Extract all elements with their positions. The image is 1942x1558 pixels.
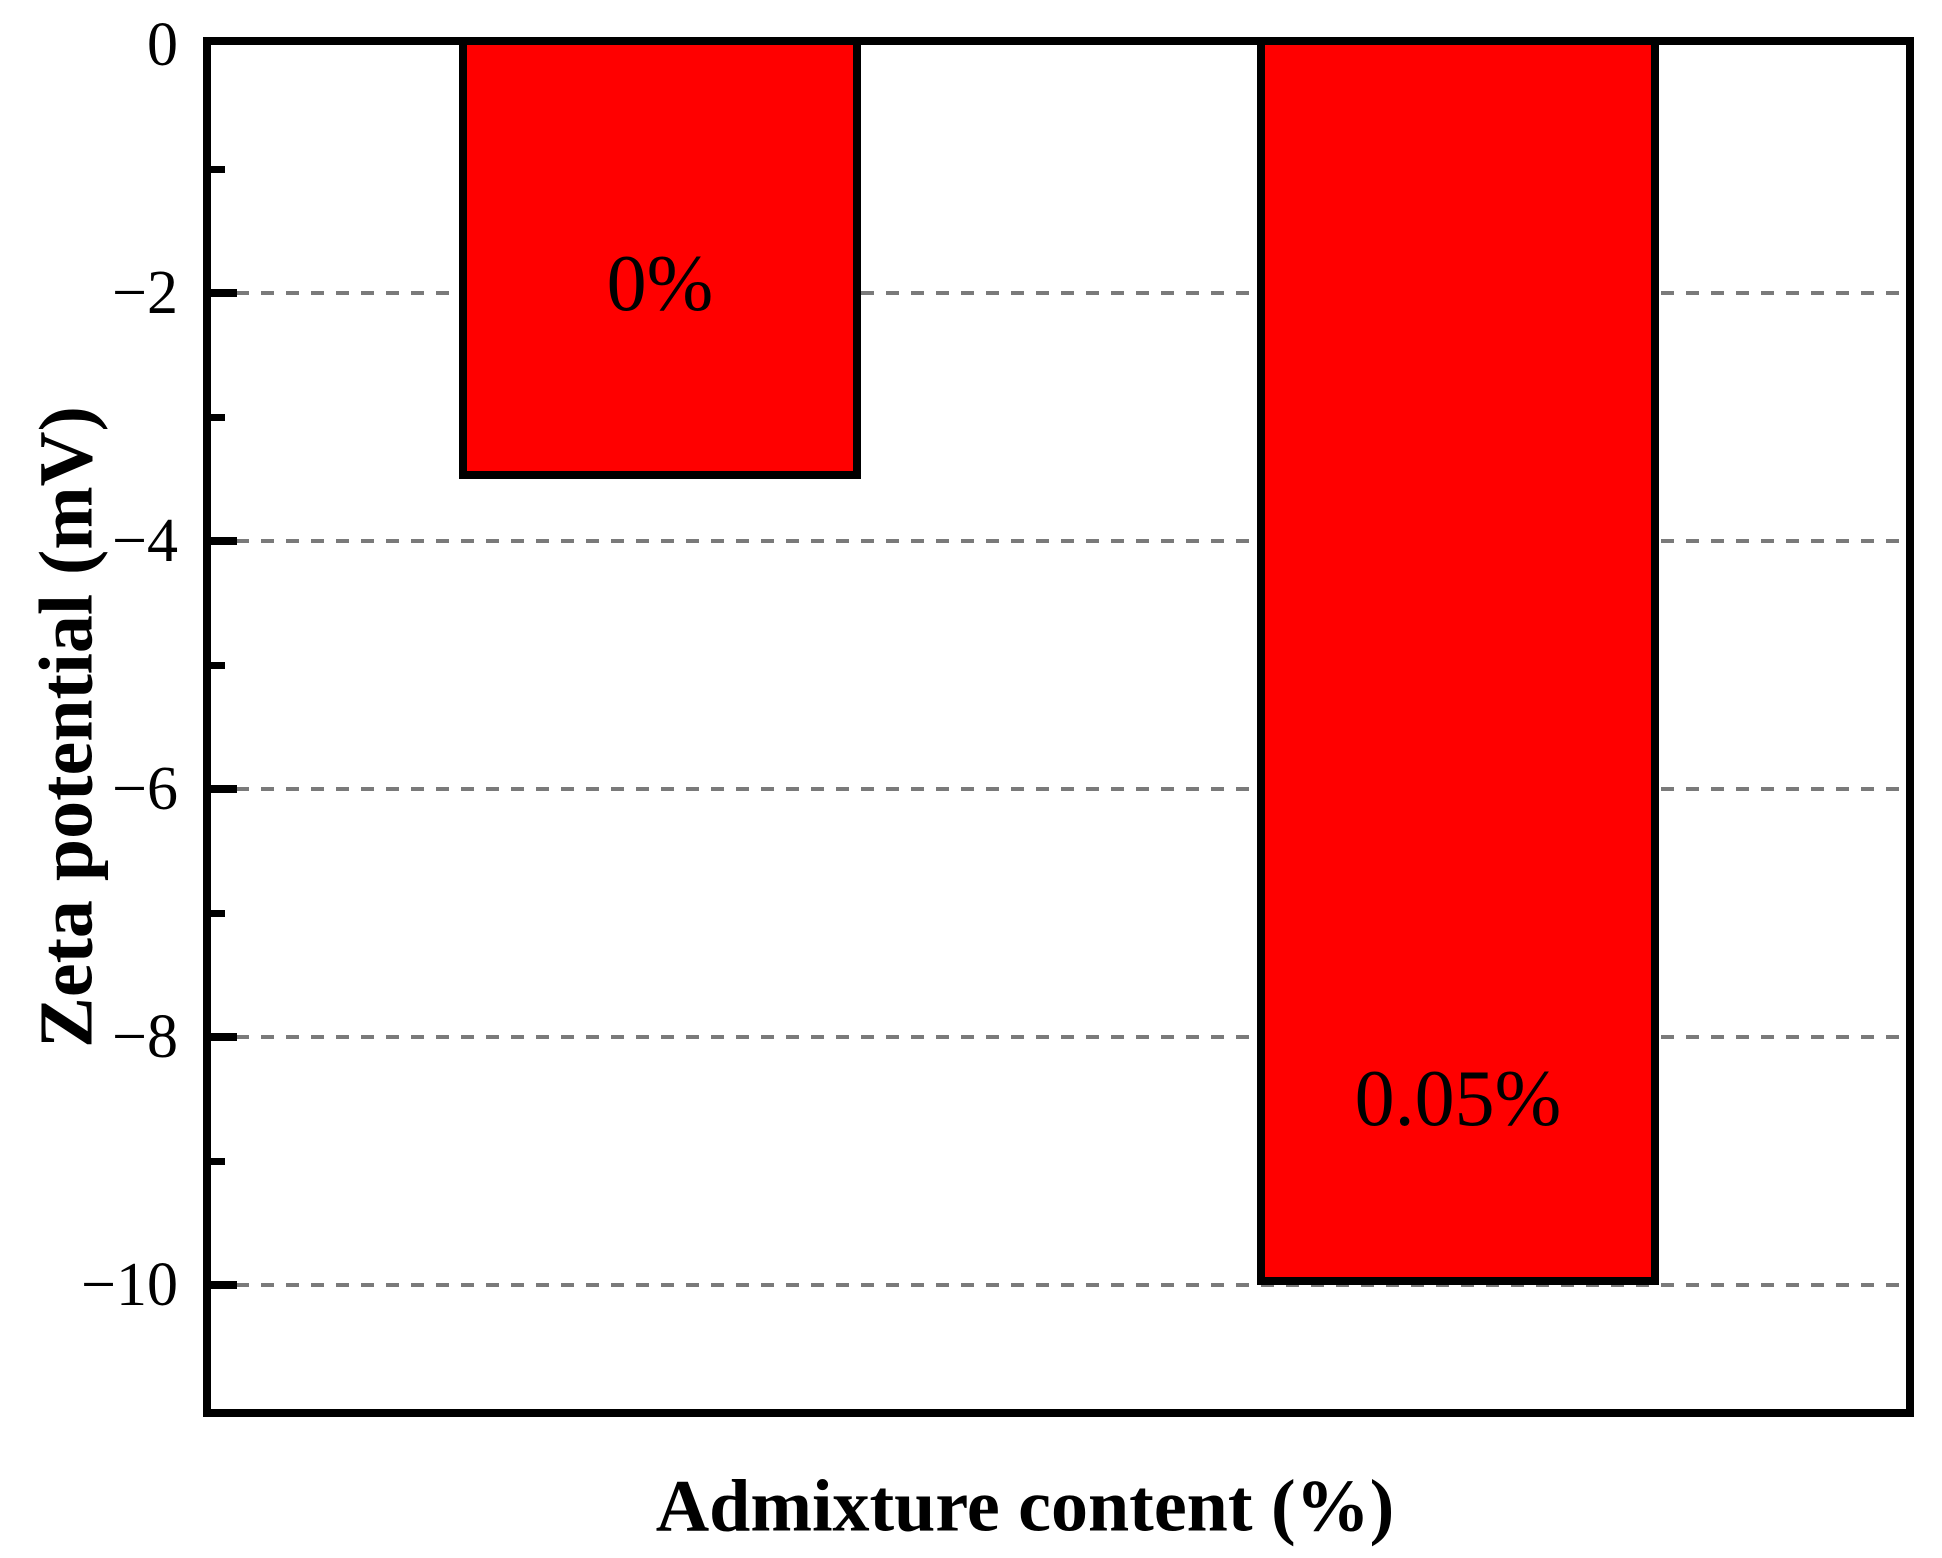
bar-0.05%: [1257, 37, 1659, 1285]
gridline-y-4: [211, 539, 1906, 543]
bar-label-0.05%: 0.05%: [1354, 1055, 1562, 1143]
y-major-tick--8: [211, 1033, 237, 1041]
plot-area: 0% 0.05%: [211, 37, 1906, 1409]
y-minor-tick--3: [211, 413, 225, 421]
y-minor-tick--5: [211, 661, 225, 669]
x-axis-title: Admixture content (%): [655, 1465, 1395, 1548]
y-tick-label--2: −2: [112, 259, 178, 327]
y-major-tick--2: [211, 289, 237, 297]
gridline-y-2: [211, 291, 1906, 295]
y-tick-label--4: −4: [112, 507, 178, 575]
bar-label-0%: 0%: [606, 240, 714, 329]
y-minor-tick--7: [211, 909, 225, 917]
y-tick-label--8: −8: [112, 1003, 178, 1071]
y-tick-label--10: −10: [81, 1251, 178, 1319]
gridline-y-8: [211, 1035, 1906, 1039]
bar-0%: [459, 37, 861, 479]
y-major-tick--4: [211, 537, 237, 545]
y-tick-label-0: 0: [147, 11, 178, 79]
y-minor-tick--9: [211, 1157, 225, 1165]
y-minor-tick--1: [211, 165, 225, 173]
gridline-y-10: [211, 1283, 1906, 1287]
y-axis-title: Zeta potential (mV): [24, 406, 109, 1048]
y-major-tick--10: [211, 1281, 237, 1289]
y-tick-label--6: −6: [112, 755, 178, 823]
gridline-y-6: [211, 787, 1906, 791]
y-major-tick--6: [211, 785, 237, 793]
